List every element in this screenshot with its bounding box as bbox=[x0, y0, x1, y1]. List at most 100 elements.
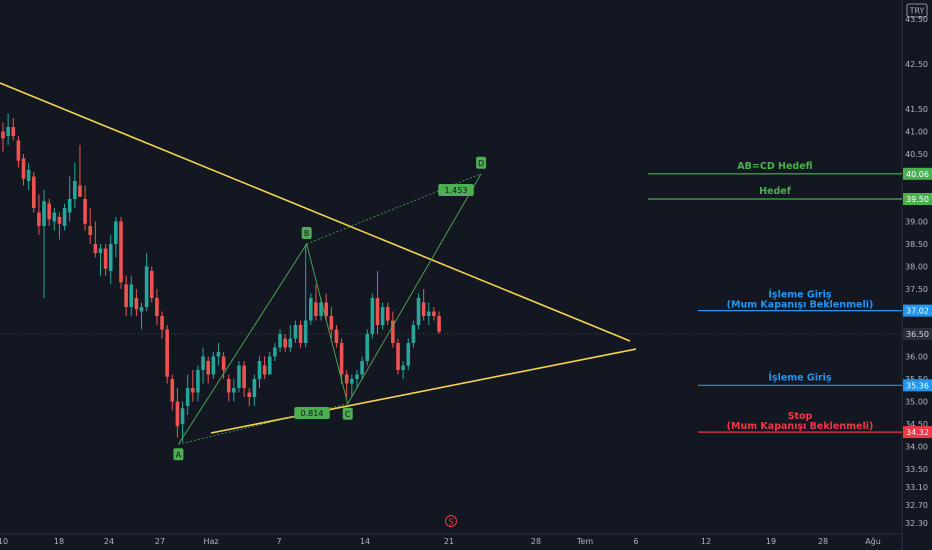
y-tick-label: 38.50 bbox=[905, 240, 928, 249]
level-price-tag-label-0: 40.06 bbox=[906, 170, 929, 179]
candle-body bbox=[416, 298, 421, 325]
current-price-tag-label: 36.50 bbox=[906, 330, 929, 339]
candle-body bbox=[114, 221, 118, 244]
candle-body bbox=[47, 203, 51, 220]
y-tick-label: 33.10 bbox=[905, 483, 928, 492]
x-tick-label: Ağu bbox=[865, 537, 881, 546]
event-marker-label: S bbox=[448, 518, 453, 527]
candle-body bbox=[221, 356, 226, 370]
candle-body bbox=[88, 226, 93, 235]
x-tick-label: 24 bbox=[104, 537, 114, 546]
candle-body bbox=[1, 131, 5, 139]
level-title-2: İşleme Giriş bbox=[768, 290, 832, 301]
candle-body bbox=[406, 343, 411, 366]
candle-body bbox=[334, 329, 339, 343]
ratio-bd-label-box bbox=[438, 184, 474, 196]
candle-body bbox=[339, 343, 344, 375]
candle-body bbox=[42, 201, 46, 226]
candle-body bbox=[262, 365, 267, 375]
y-tick-label: 42.50 bbox=[905, 60, 928, 69]
abcd-pattern-path bbox=[178, 173, 482, 445]
candle-body bbox=[144, 266, 149, 307]
level-price-tag-label-2: 37.02 bbox=[906, 307, 929, 316]
candle-body bbox=[37, 212, 41, 226]
candle-body bbox=[380, 307, 385, 325]
level-title-4: Stop bbox=[788, 411, 813, 422]
candle-body bbox=[129, 284, 134, 307]
candle-body bbox=[52, 212, 57, 222]
candle-body bbox=[370, 298, 375, 334]
candle-body bbox=[232, 388, 236, 393]
x-tick-label: Tem bbox=[576, 537, 593, 546]
level-price-tag-0 bbox=[903, 167, 932, 180]
candle-body bbox=[216, 352, 221, 357]
candle-body bbox=[432, 311, 436, 316]
candle-body bbox=[196, 370, 200, 393]
candle-body bbox=[103, 248, 108, 269]
candle-body bbox=[211, 356, 216, 375]
candle-body bbox=[391, 320, 395, 343]
ratio-bd-label: 1.453 bbox=[445, 186, 468, 195]
candle-body bbox=[288, 338, 293, 348]
candle-body bbox=[365, 334, 370, 361]
candle-body bbox=[160, 316, 164, 330]
y-tick-label: 32.70 bbox=[905, 501, 928, 510]
x-tick-label: Haz bbox=[203, 537, 218, 546]
point-c-label: C bbox=[345, 410, 351, 419]
candle-body bbox=[237, 365, 241, 388]
candle-body bbox=[401, 365, 405, 370]
x-tick-label: 19 bbox=[766, 537, 776, 546]
candle-body bbox=[124, 284, 128, 307]
candle-body bbox=[170, 379, 175, 402]
candle-body bbox=[165, 329, 169, 377]
y-tick-label: 41.50 bbox=[905, 105, 928, 114]
candle-body bbox=[385, 307, 390, 321]
x-tick-label: 21 bbox=[444, 537, 454, 546]
candle-body bbox=[298, 325, 303, 343]
level-subtitle-4: (Mum Kapanışı Beklenmeli) bbox=[727, 421, 874, 432]
level-title-1: Hedef bbox=[759, 186, 792, 197]
candle-body bbox=[108, 244, 113, 271]
candle-body bbox=[360, 361, 364, 375]
candle-body bbox=[350, 379, 354, 384]
x-tick-label: 12 bbox=[701, 537, 711, 546]
level-title-0: AB=CD Hedefi bbox=[737, 161, 812, 172]
y-tick-label: 36.00 bbox=[905, 353, 928, 362]
candle-body bbox=[26, 169, 31, 181]
candle-body bbox=[267, 356, 272, 375]
y-tick-label: 41.00 bbox=[905, 128, 928, 137]
candle-body bbox=[180, 408, 185, 424]
candle-body bbox=[175, 401, 180, 427]
candle-body bbox=[344, 374, 349, 384]
y-tick-label: 39.00 bbox=[905, 218, 928, 227]
candle-body bbox=[314, 302, 318, 316]
candle-body bbox=[201, 356, 205, 370]
y-tick-label: 38.00 bbox=[905, 263, 928, 272]
candle-body bbox=[6, 127, 10, 136]
candle-body bbox=[226, 379, 231, 393]
point-b-box bbox=[301, 227, 312, 239]
candle-body bbox=[329, 316, 334, 330]
candle-body bbox=[252, 379, 257, 397]
y-tick-label: 37.50 bbox=[905, 285, 928, 294]
level-price-tag-label-1: 39.50 bbox=[906, 195, 929, 204]
x-tick-label: 10 bbox=[0, 537, 8, 546]
candle-body bbox=[191, 388, 195, 393]
candle-body bbox=[11, 127, 16, 136]
upper-trendline bbox=[0, 82, 631, 342]
y-tick-label: 43.50 bbox=[905, 15, 928, 24]
point-c-box bbox=[342, 407, 353, 420]
lower-trendline bbox=[210, 348, 637, 434]
candle-body bbox=[303, 320, 308, 343]
x-tick-label: 14 bbox=[360, 537, 370, 546]
y-tick-label: 35.00 bbox=[905, 398, 928, 407]
y-tick-label: 32.30 bbox=[905, 519, 928, 528]
candle-body bbox=[155, 298, 159, 316]
level-title-3: İşleme Giriş bbox=[768, 372, 832, 383]
candle-body bbox=[57, 217, 62, 224]
level-price-tag-label-4: 34.32 bbox=[906, 428, 929, 437]
point-a-label: A bbox=[176, 450, 182, 459]
candle-body bbox=[149, 271, 154, 298]
